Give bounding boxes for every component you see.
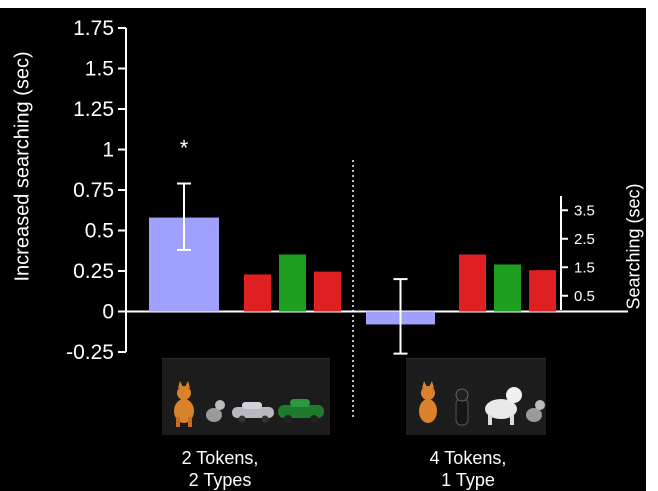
condition-label-line1: 2 Tokens, — [181, 448, 259, 468]
condition-label-group-1: 2 Tokens, 2 Types — [130, 447, 310, 491]
searching-bar — [494, 264, 521, 312]
cat-figurine-icon — [419, 381, 437, 423]
secondary-y-tick-label: 2.5 — [574, 231, 595, 248]
searching-bar — [279, 254, 306, 312]
condition-label-group-2: 4 Tokens, 1 Type — [378, 447, 558, 491]
condition-label-line2: 2 Types — [188, 470, 252, 490]
secondary-y-axis-label: Searching (sec) — [623, 183, 644, 310]
cat-figurine-icon — [526, 400, 545, 422]
toy-car-icon — [278, 399, 324, 423]
y-tick-label: -0.25 — [66, 341, 114, 364]
searching-bar — [459, 254, 486, 312]
y-tick-label: 0.5 — [85, 220, 114, 243]
stimulus-icons-group-1 — [174, 381, 324, 427]
condition-label-line1: 4 Tokens, — [429, 448, 507, 468]
secondary-y-tick-label: 3.5 — [574, 202, 595, 219]
stimulus-photo-group-2 — [406, 358, 546, 435]
cat-figurine-icon — [174, 381, 194, 427]
secondary-y-tick-label: 0.5 — [574, 288, 595, 305]
y-tick-label: 1 — [102, 139, 114, 162]
condition-label-line2: 1 Type — [441, 470, 495, 490]
y-tick-label: 0 — [102, 301, 114, 324]
secondary-y-tick-label: 1.5 — [574, 259, 595, 276]
y-tick-label: 1.5 — [85, 58, 114, 81]
searching-bar — [314, 271, 341, 312]
cat-figurine-icon — [455, 388, 469, 426]
searching-bar — [244, 274, 271, 312]
y-tick-label: 0.25 — [73, 260, 114, 283]
toy-car-icon — [232, 402, 274, 423]
y-axis-label: Increased searching (sec) — [11, 51, 34, 282]
stimulus-photo-group-1 — [162, 358, 330, 435]
significance-marker: * — [180, 136, 189, 161]
cat-figurine-icon — [485, 387, 522, 425]
y-tick-label: 1.25 — [73, 98, 114, 121]
stimulus-icons-group-2 — [419, 381, 545, 426]
y-tick-label: 0.75 — [73, 179, 114, 202]
cat-figurine-icon — [206, 400, 225, 422]
y-tick-label: 1.75 — [73, 17, 114, 40]
searching-bar — [529, 270, 556, 312]
